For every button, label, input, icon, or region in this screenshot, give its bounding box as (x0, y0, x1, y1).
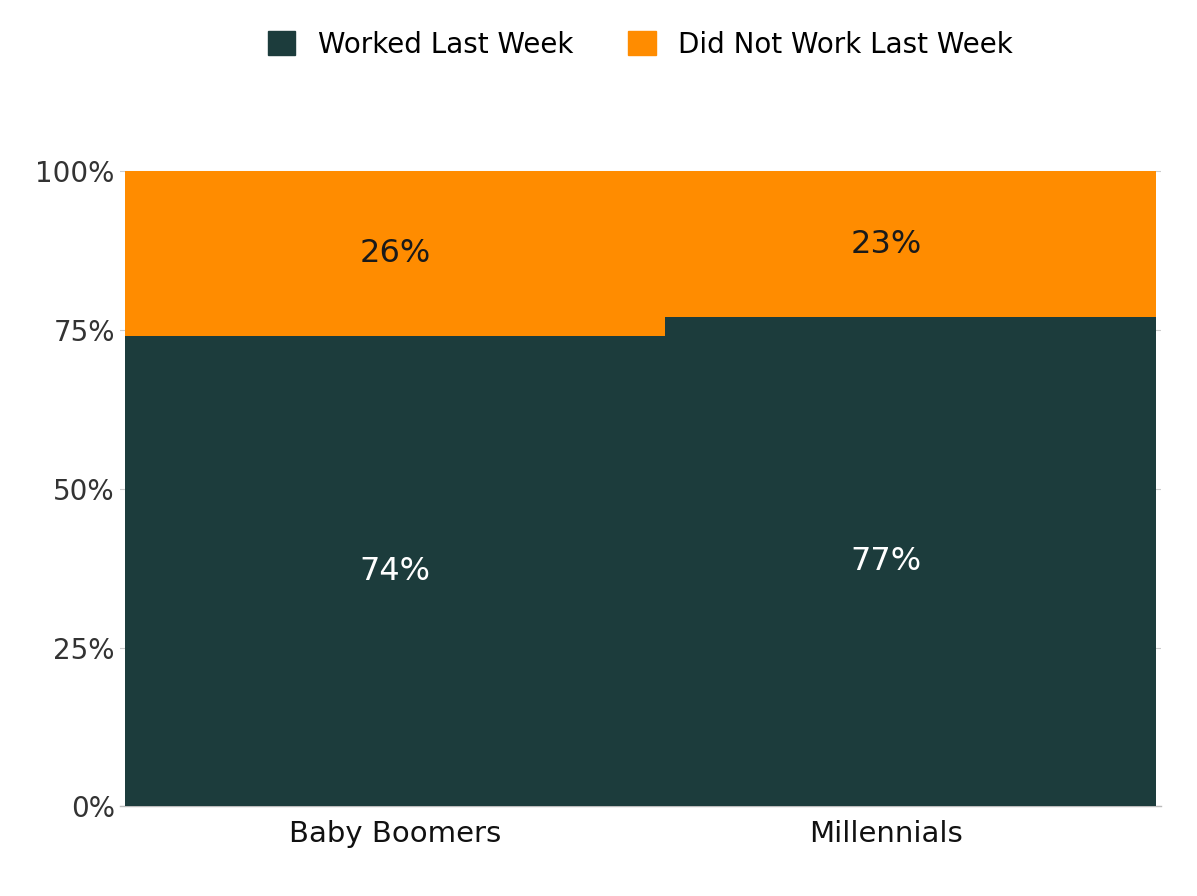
Text: 74%: 74% (359, 556, 430, 587)
Bar (124, 336, 666, 806)
Text: 77%: 77% (850, 547, 922, 577)
Text: 23%: 23% (850, 228, 922, 260)
Bar (615, 317, 1156, 806)
Text: 26%: 26% (359, 238, 431, 269)
Legend: Worked Last Week, Did Not Work Last Week: Worked Last Week, Did Not Work Last Week (268, 30, 1013, 58)
Bar (615, 171, 1156, 317)
Bar (124, 171, 666, 336)
